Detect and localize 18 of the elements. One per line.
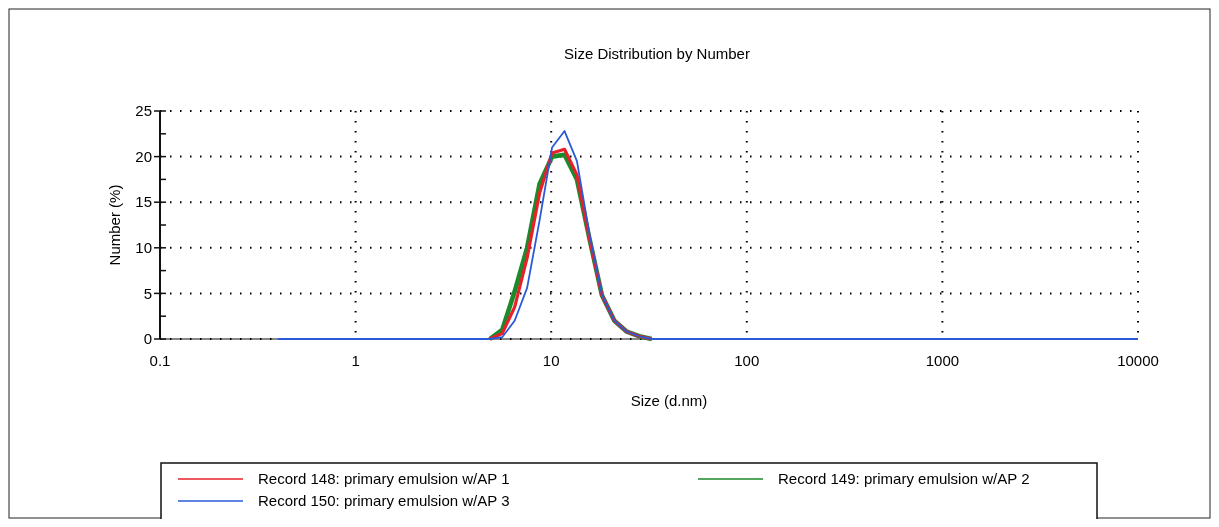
y-tick-label: 15 <box>135 193 152 211</box>
y-tick-label: 25 <box>135 102 152 120</box>
x-tick-label: 10000 <box>1117 352 1159 369</box>
x-tick-label: 1 <box>351 352 360 369</box>
chart-title: Size Distribution by Number <box>564 45 750 62</box>
x-tick-label: 10 <box>542 352 560 369</box>
legend-label: Record 150: primary emulsion w/AP 3 <box>258 492 510 510</box>
y-axis-title: Number (%) <box>106 184 123 266</box>
legend-label: Record 148: primary emulsion w/AP 1 <box>258 470 510 488</box>
x-tick-label: 100 <box>734 352 760 369</box>
x-tick-label: 0.1 <box>149 352 171 369</box>
y-tick-label: 10 <box>135 239 152 257</box>
x-axis-title: Size (d.nm) <box>630 392 708 409</box>
y-tick-label: 20 <box>135 147 152 165</box>
y-tick-label: 0 <box>143 330 152 348</box>
legend-label: Record 149: primary emulsion w/AP 2 <box>778 470 1030 488</box>
x-tick-label: 1000 <box>925 352 960 369</box>
y-tick-label: 5 <box>143 284 152 302</box>
